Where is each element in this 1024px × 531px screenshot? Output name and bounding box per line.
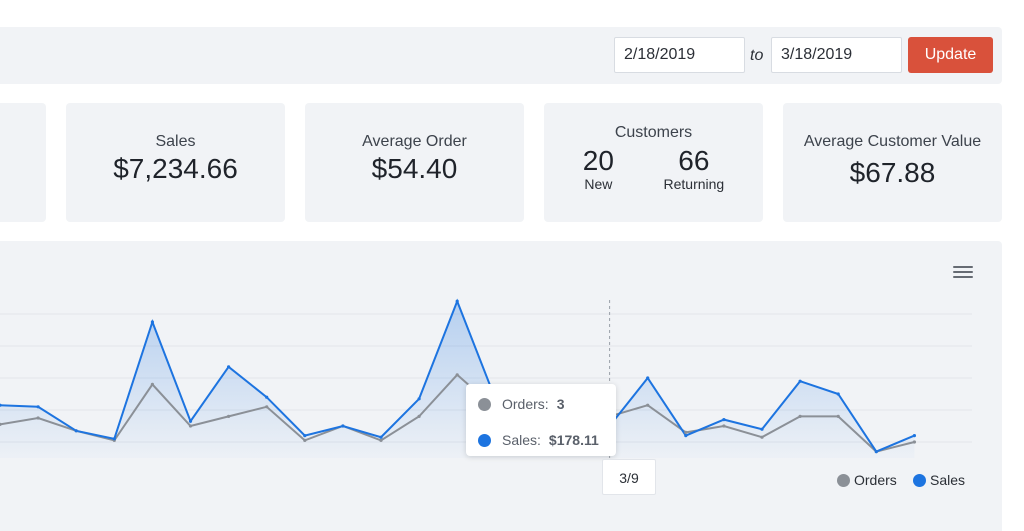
orders-dot-icon bbox=[478, 397, 491, 411]
sales-point[interactable] bbox=[112, 437, 116, 441]
sales-point[interactable] bbox=[0, 403, 2, 407]
new-customers-label: New bbox=[584, 176, 613, 192]
chart-tooltip: Orders: 3 Sales: $178.11 bbox=[466, 384, 616, 456]
sales-point[interactable] bbox=[760, 427, 764, 431]
orders-point[interactable] bbox=[646, 403, 650, 407]
orders-point[interactable] bbox=[836, 414, 840, 418]
to-label: to bbox=[750, 47, 764, 64]
orders-point[interactable] bbox=[417, 414, 421, 418]
orders-point[interactable] bbox=[265, 405, 269, 409]
sales-point[interactable] bbox=[455, 299, 459, 303]
sales-point[interactable] bbox=[646, 376, 650, 380]
legend-sales[interactable]: Sales bbox=[913, 472, 965, 488]
sales-point[interactable] bbox=[379, 435, 383, 439]
legend-orders-dot-icon bbox=[837, 473, 850, 487]
orders-point[interactable] bbox=[150, 382, 154, 386]
sales-point[interactable] bbox=[188, 419, 193, 423]
customers-card: Customers 20 New 66 Returning bbox=[544, 103, 763, 222]
orders-point[interactable] bbox=[912, 440, 917, 444]
sales-card: Sales $7,234.66 bbox=[66, 103, 285, 222]
sales-point[interactable] bbox=[341, 424, 345, 428]
orders-point[interactable] bbox=[760, 435, 764, 439]
sales-dot-icon bbox=[478, 433, 491, 447]
sales-point[interactable] bbox=[417, 397, 421, 401]
stat-card-partial bbox=[0, 103, 46, 222]
tooltip-sales-label: Sales: bbox=[502, 432, 541, 448]
chart-menu-icon[interactable] bbox=[953, 266, 973, 282]
sales-point[interactable] bbox=[722, 418, 726, 422]
update-button[interactable]: Update bbox=[908, 37, 993, 73]
tooltip-orders-row: Orders: 3 bbox=[478, 396, 564, 412]
sales-point[interactable] bbox=[150, 320, 154, 324]
sales-point[interactable] bbox=[836, 392, 840, 396]
legend-orders[interactable]: Orders bbox=[837, 472, 897, 488]
average-order-card: Average Order $54.40 bbox=[305, 103, 524, 222]
sales-point[interactable] bbox=[874, 450, 878, 454]
legend-sales-dot-icon bbox=[913, 473, 926, 487]
returning-customers: 66 Returning bbox=[663, 145, 725, 193]
tooltip-orders-value: 3 bbox=[556, 396, 565, 412]
start-date-input[interactable]: 2/18/2019 bbox=[614, 37, 745, 73]
orders-point[interactable] bbox=[684, 430, 688, 434]
sales-value: $7,234.66 bbox=[113, 153, 238, 184]
sales-point[interactable] bbox=[265, 395, 269, 399]
legend-orders-label: Orders bbox=[854, 472, 897, 488]
orders-point[interactable] bbox=[455, 373, 459, 377]
average-order-label: Average Order bbox=[362, 133, 467, 150]
end-date-input[interactable]: 3/18/2019 bbox=[771, 37, 902, 73]
sales-point[interactable] bbox=[36, 405, 40, 409]
sales-point[interactable] bbox=[303, 434, 307, 438]
legend-sales-label: Sales bbox=[930, 472, 966, 488]
customers-label: Customers bbox=[614, 124, 693, 141]
orders-point[interactable] bbox=[798, 414, 802, 418]
tooltip-sales-row: Sales: $178.11 bbox=[478, 432, 599, 448]
average-customer-value: $67.88 bbox=[849, 157, 936, 188]
average-order-value: $54.40 bbox=[371, 153, 458, 184]
tooltip-orders-label: Orders: bbox=[502, 396, 549, 412]
orders-point[interactable] bbox=[0, 422, 2, 426]
average-customer-value-card: Average Customer Value $67.88 bbox=[783, 103, 1002, 222]
orders-point[interactable] bbox=[379, 438, 383, 442]
orders-point[interactable] bbox=[227, 414, 231, 418]
date-range-toolbar: 2/18/2019 to 3/18/2019 Update bbox=[0, 27, 1002, 84]
sales-point[interactable] bbox=[74, 429, 78, 433]
new-customers: 20 New bbox=[582, 145, 614, 193]
orders-point[interactable] bbox=[303, 438, 307, 442]
sales-label: Sales bbox=[155, 133, 196, 150]
orders-point[interactable] bbox=[722, 424, 726, 428]
sales-point[interactable] bbox=[798, 379, 802, 383]
average-customer-value-label: Average Customer Value bbox=[803, 133, 982, 150]
sales-point[interactable] bbox=[684, 434, 688, 438]
x-axis-hover-label: 3/9 bbox=[602, 459, 656, 495]
orders-point[interactable] bbox=[188, 424, 193, 428]
orders-point[interactable] bbox=[36, 416, 40, 420]
returning-customers-count: 66 bbox=[678, 145, 710, 176]
sales-area bbox=[0, 301, 915, 458]
sales-point[interactable] bbox=[227, 365, 231, 369]
new-customers-count: 20 bbox=[582, 145, 614, 176]
returning-customers-label: Returning bbox=[663, 176, 725, 192]
sales-point[interactable] bbox=[912, 434, 917, 438]
tooltip-sales-value: $178.11 bbox=[548, 432, 599, 448]
